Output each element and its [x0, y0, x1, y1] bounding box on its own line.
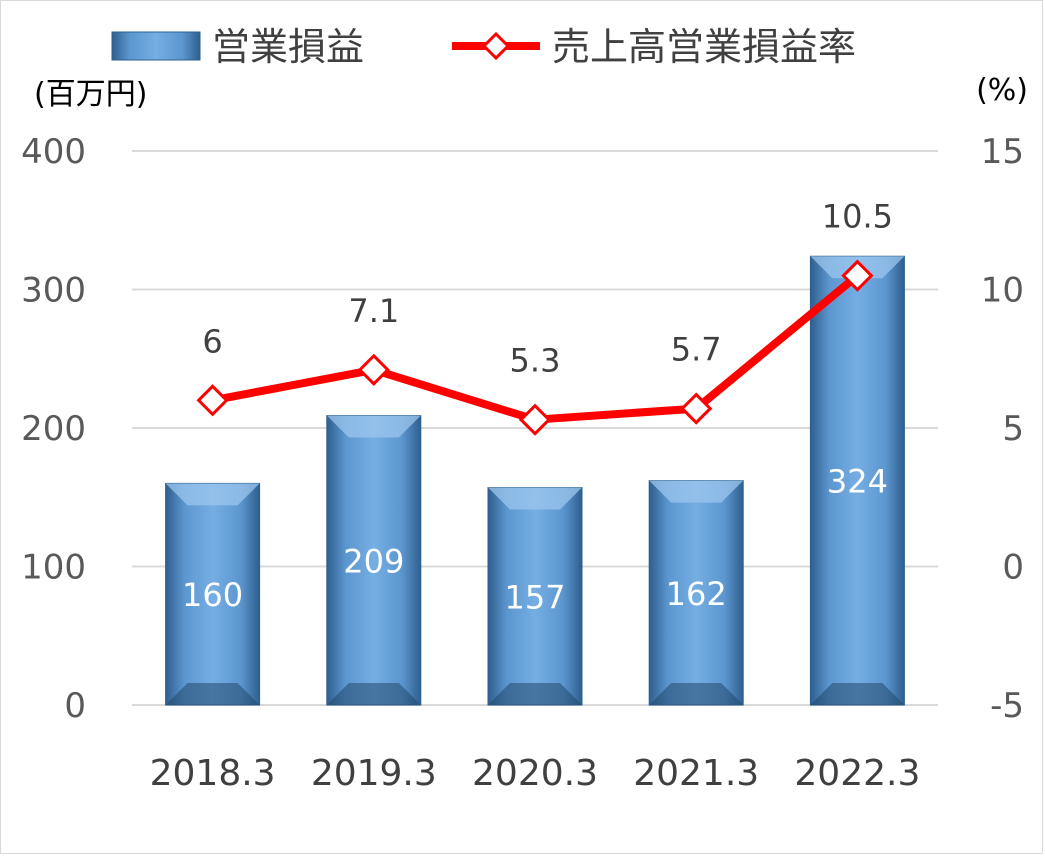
- legend-diamond-marker: [481, 31, 511, 61]
- bar: [648, 480, 744, 706]
- bar: [487, 487, 583, 706]
- bar-bevel-top: [165, 483, 260, 506]
- bar-data-label: 209: [343, 542, 404, 580]
- bar-body: [648, 480, 744, 706]
- bar: [809, 255, 905, 706]
- line-data-label: 10.5: [822, 198, 893, 236]
- category-label: 2021.3: [633, 753, 759, 794]
- category-labels: 2018.3 2019.3 2020.3 2021.3 2022.3: [150, 753, 921, 794]
- bar-data-label: 160: [182, 576, 243, 614]
- legend-line-label: 売上高営業損益率: [552, 25, 856, 69]
- y-right-tick-label: 0: [1002, 548, 1024, 588]
- bar-body: [326, 415, 422, 706]
- y-left-tick-labels: 0 100 200 300 400: [21, 132, 86, 726]
- y-left-tick-label: 300: [21, 271, 86, 311]
- bar-bevel-bottom: [649, 683, 744, 705]
- y-right-tick-label: 5: [1002, 409, 1024, 449]
- line-point-marker: [680, 392, 713, 425]
- bar-data-label: 157: [504, 578, 565, 616]
- y-left-tick-label: 200: [21, 409, 86, 449]
- category-label: 2022.3: [794, 753, 920, 794]
- y-left-tick-label: 100: [21, 548, 86, 588]
- bar-body: [487, 487, 583, 706]
- y-right-tick-labels: -5 0 5 10 15: [981, 132, 1024, 726]
- bar-bevel-bottom: [488, 683, 582, 705]
- legend-bar-label: 営業損益: [212, 25, 364, 69]
- legend-item-bar: 営業損益: [111, 25, 364, 69]
- line-data-label: 7.1: [348, 292, 399, 330]
- category-label: 2019.3: [311, 753, 437, 794]
- bar: [326, 415, 422, 706]
- bar-bevel-bottom: [810, 683, 905, 705]
- bar-data-label: 162: [666, 575, 727, 613]
- bars: [165, 255, 905, 706]
- bar-bevel-top: [649, 480, 744, 503]
- bar-bevel-bottom: [165, 683, 260, 705]
- y-left-tick-label: 400: [21, 132, 86, 172]
- line-data-label: 5.7: [671, 331, 722, 369]
- y-right-unit: (%): [976, 73, 1028, 108]
- legend: 営業損益 売上高営業損益率: [111, 25, 856, 69]
- line-point-marker: [841, 259, 874, 292]
- category-label: 2020.3: [472, 753, 598, 794]
- line-series: [196, 259, 874, 436]
- line-point-marker: [196, 384, 229, 417]
- y-left-tick-label: 0: [64, 686, 86, 726]
- line-data-label: 6: [202, 322, 222, 360]
- line-point-marker: [357, 353, 390, 386]
- bar-data-labels: 160 209 157 162 324: [182, 463, 888, 617]
- y-left-unit: (百万円): [34, 77, 147, 112]
- line-data-label: 5.3: [510, 342, 561, 380]
- bar-bevel-top: [488, 487, 582, 510]
- category-label: 2018.3: [150, 753, 276, 794]
- bar-body: [809, 255, 905, 706]
- y-right-tick-label: 10: [981, 271, 1024, 311]
- bar: [165, 482, 261, 706]
- bar-data-label: 324: [827, 463, 888, 501]
- y-right-tick-label: 15: [981, 132, 1024, 172]
- bar-bevel-bottom: [326, 683, 421, 705]
- line-point-marker: [518, 403, 552, 436]
- legend-item-line: 売上高営業損益率: [452, 25, 856, 69]
- line-data-labels: 6 7.1 5.3 5.7 10.5: [202, 198, 893, 380]
- bar-bevel-top: [326, 415, 421, 438]
- y-right-tick-label: -5: [990, 686, 1024, 726]
- legend-bar-swatch: [111, 31, 201, 61]
